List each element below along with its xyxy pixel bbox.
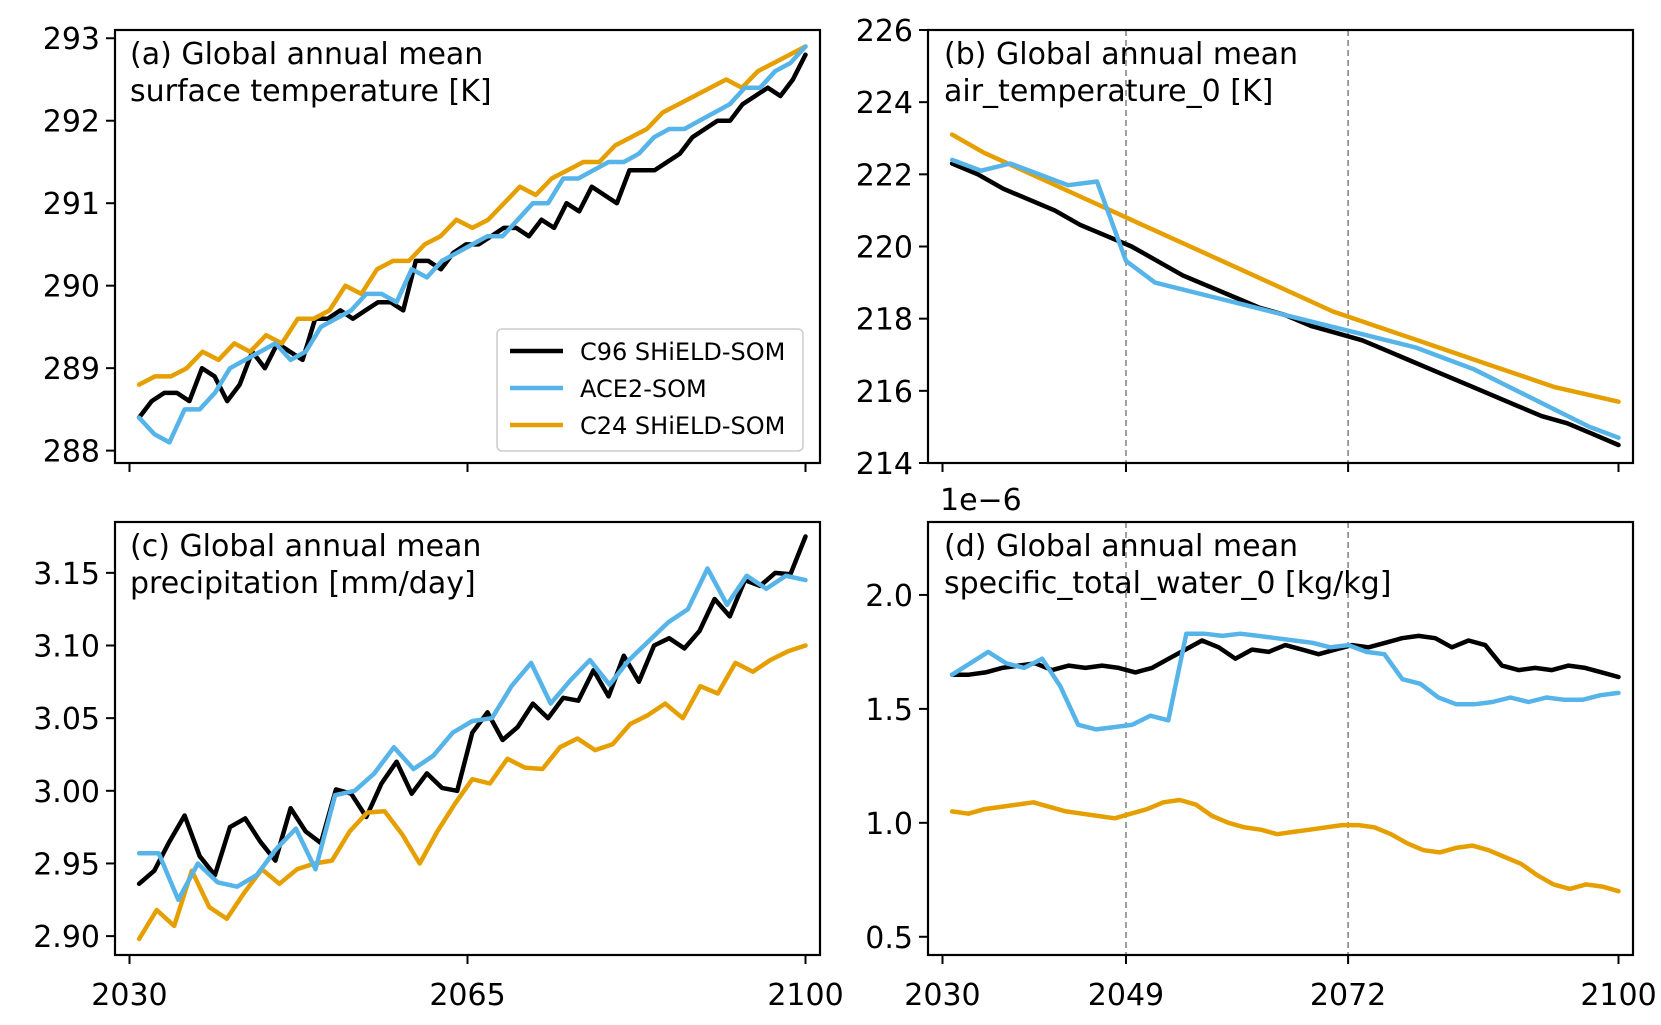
ytick-label-c-1: 2.95 [33, 847, 100, 882]
panel-b-title-line-1: (b) Global annual mean [944, 37, 1298, 72]
ytick-label-c-2: 3.00 [33, 775, 100, 810]
ytick-label-b-5: 224 [856, 86, 913, 121]
xtick-label-d-3: 2100 [1580, 978, 1656, 1013]
series-line-c-c96 [136, 534, 808, 887]
series-line-a-c24 [136, 44, 808, 387]
ytick-label-d-1: 1.0 [865, 807, 913, 842]
xtick-label-d-2: 2072 [1310, 978, 1386, 1013]
ytick-label-a-4: 292 [43, 105, 100, 140]
panel-d-title-line-1: (d) Global annual mean [944, 529, 1298, 564]
panel-d-frame [926, 520, 1635, 957]
ytick-label-b-4: 222 [856, 158, 913, 193]
xtick-label-c-1: 2065 [429, 978, 505, 1013]
legend-box [496, 328, 804, 452]
ytick-label-b-2: 218 [856, 303, 913, 338]
series-line-d-c96 [949, 633, 1621, 680]
ytick-label-a-2: 290 [43, 270, 100, 305]
ytick-label-b-6: 226 [856, 14, 913, 49]
panel-c-title-line-1: (c) Global annual mean [130, 529, 481, 564]
panel-c-title-line-2: precipitation [mm/day] [130, 566, 476, 601]
series-line-c-ace2 [136, 566, 808, 903]
panel-b-air-temperature: 214 216 218 220 222 224 226 (b) Global annual … [856, 14, 1635, 482]
xtick-label-c-2: 2100 [767, 978, 843, 1013]
series-line-b-c24 [949, 132, 1621, 404]
ytick-label-c-5: 3.15 [33, 557, 100, 592]
panel-a-title-line-2: surface temperature [K] [130, 74, 492, 109]
panel-d-offset-text: 1e−6 [940, 483, 1022, 518]
ytick-label-a-0: 288 [43, 435, 100, 470]
ytick-label-c-4: 3.10 [33, 630, 100, 665]
ytick-label-a-1: 289 [43, 352, 100, 387]
legend: C96 SHiELD-SOM ACE2-SOM C24 SHiELD-SOM [496, 328, 804, 452]
legend-label-c96: C96 SHiELD-SOM [580, 338, 785, 366]
panel-d-specific-total-water: 0.5 1.0 1.5 2.0 2030 2049 2072 2100 (d) Global… [865, 483, 1656, 1013]
ytick-label-c-0: 2.90 [33, 920, 100, 955]
panel-a-title-line-1: (a) Global annual mean [130, 37, 483, 72]
ytick-label-b-0: 214 [856, 447, 913, 482]
ytick-label-d-0: 0.5 [865, 921, 913, 956]
ytick-label-c-3: 3.05 [33, 702, 100, 737]
ytick-label-b-3: 220 [856, 231, 913, 266]
xtick-label-d-1: 2049 [1088, 978, 1164, 1013]
xtick-label-d-0: 2030 [904, 978, 980, 1013]
series-line-c-c24 [136, 643, 808, 942]
ytick-label-d-2: 1.5 [865, 693, 913, 728]
ytick-label-b-1: 216 [856, 375, 913, 410]
legend-label-c24: C24 SHiELD-SOM [580, 412, 785, 440]
series-line-d-c24 [949, 797, 1621, 894]
panel-a-surface-temperature: 288 289 290 291 292 293 (a) Global annual mea… [43, 22, 822, 472]
xtick-label-c-0: 2030 [91, 978, 167, 1013]
ytick-label-d-3: 2.0 [865, 579, 913, 614]
series-line-b-ace2 [949, 157, 1621, 440]
series-line-a-ace2 [136, 44, 808, 445]
panel-c-precipitation: 2.90 2.95 3.00 3.05 3.10 3.15 2030 2065 2100 (c… [33, 520, 844, 1013]
ytick-label-a-3: 291 [43, 187, 100, 222]
ytick-label-a-5: 293 [43, 22, 100, 57]
panel-b-title-line-2: air_temperature_0 [K] [944, 74, 1273, 109]
legend-label-ace2: ACE2-SOM [580, 375, 707, 403]
panel-d-title-line-2: specific_total_water_0 [kg/kg] [944, 566, 1391, 601]
series-line-d-ace2 [949, 631, 1621, 732]
